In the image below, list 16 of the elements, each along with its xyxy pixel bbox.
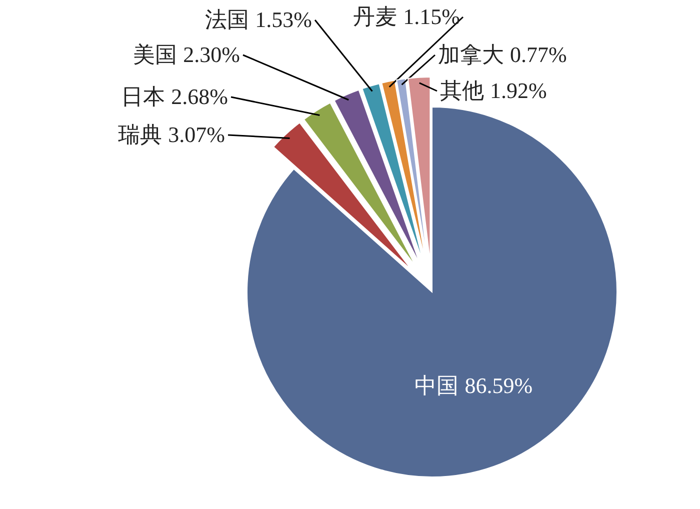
data-label: 3.07%	[168, 122, 225, 147]
data-label: 2.68%	[171, 84, 228, 109]
slice-label: 加拿大	[438, 42, 504, 67]
data-label: 0.77%	[510, 42, 567, 67]
slice-label: 瑞典	[118, 122, 162, 147]
slice-label: 美国	[133, 42, 178, 67]
slice-label: 日本	[121, 84, 166, 109]
data-label: 1.15%	[403, 4, 460, 29]
data-label: 86.59%	[464, 372, 533, 398]
slice-label: 法国	[205, 7, 250, 32]
slice-label: 丹麦	[353, 4, 398, 29]
data-label: 1.53%	[255, 7, 312, 32]
slice-label: 中国	[414, 372, 459, 398]
data-label: 2.30%	[183, 42, 240, 67]
slice-label: 其他	[440, 78, 484, 103]
data-label: 1.92%	[490, 78, 547, 103]
